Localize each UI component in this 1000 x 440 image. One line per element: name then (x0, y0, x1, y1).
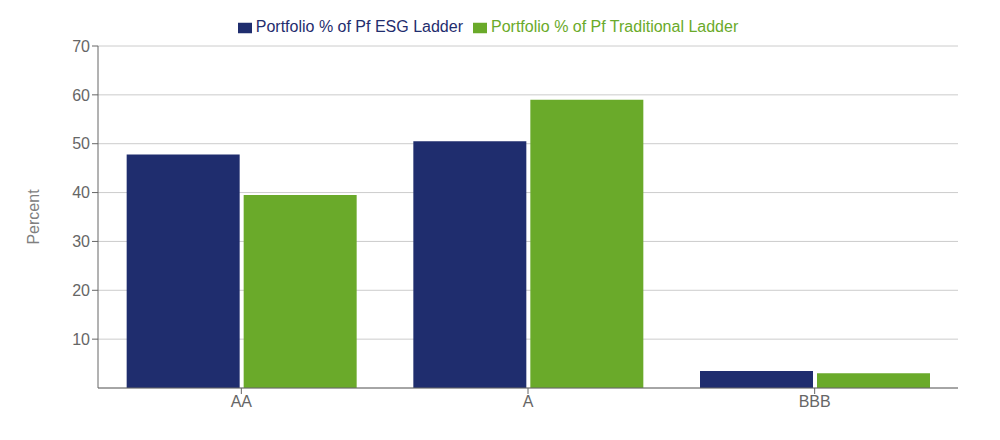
svg-text:70: 70 (72, 38, 90, 55)
svg-text:Percent: Percent (25, 189, 42, 245)
svg-text:20: 20 (72, 282, 90, 299)
svg-text:10: 10 (72, 331, 90, 348)
html-text:Portfolio % of Pf ESG Ladder: Portfolio % of Pf ESG Ladder (255, 18, 463, 35)
svg-text:A: A (523, 393, 534, 410)
svg-text:BBB: BBB (799, 393, 831, 410)
svg-text:AA: AA (231, 393, 253, 410)
svg-text:50: 50 (72, 135, 90, 152)
svg-text:40: 40 (72, 184, 90, 201)
html-text:Portfolio % of Pf Traditional: Portfolio % of Pf Traditional Ladder (491, 18, 739, 35)
svg-text:30: 30 (72, 233, 90, 250)
svg-text:60: 60 (72, 87, 90, 104)
